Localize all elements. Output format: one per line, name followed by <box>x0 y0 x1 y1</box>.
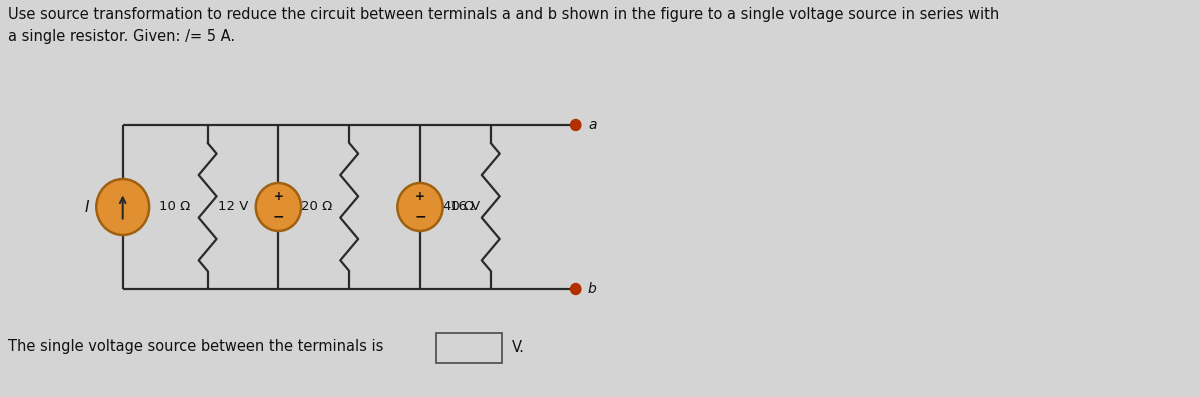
Circle shape <box>256 183 301 231</box>
Text: 20 Ω: 20 Ω <box>301 200 332 214</box>
Text: 10 Ω: 10 Ω <box>160 200 191 214</box>
Text: +: + <box>274 191 283 203</box>
Text: b: b <box>588 282 596 296</box>
Text: −: − <box>414 209 426 223</box>
Text: +: + <box>415 191 425 203</box>
Text: 40 Ω: 40 Ω <box>443 200 474 214</box>
Text: The single voltage source between the terminals is: The single voltage source between the te… <box>7 339 383 355</box>
Text: −: − <box>272 209 284 223</box>
Text: a single resistor. Given: /= 5 A.: a single resistor. Given: /= 5 A. <box>7 29 235 44</box>
Text: 12 V: 12 V <box>218 200 248 214</box>
Circle shape <box>570 119 581 131</box>
Bar <box>436 333 502 363</box>
Text: a: a <box>588 118 596 132</box>
Text: 16 V: 16 V <box>450 200 480 214</box>
Text: Use source transformation to reduce the circuit between terminals a and b shown : Use source transformation to reduce the … <box>7 7 998 22</box>
Text: V.: V. <box>511 339 524 355</box>
Text: I: I <box>84 200 89 214</box>
Circle shape <box>96 179 149 235</box>
Circle shape <box>397 183 443 231</box>
Circle shape <box>570 283 581 295</box>
